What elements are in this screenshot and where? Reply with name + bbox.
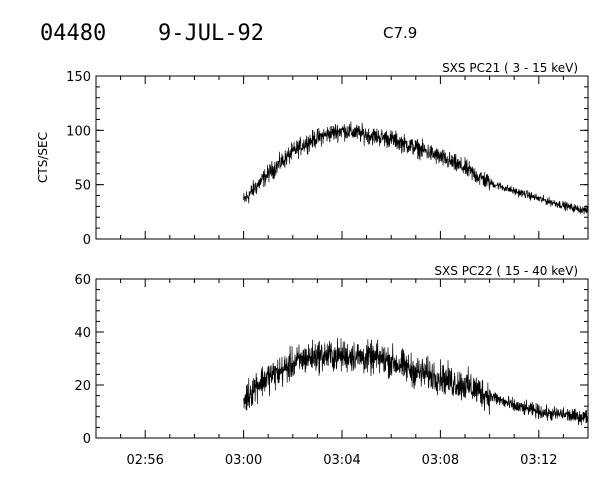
- y-tick-label: 50: [74, 179, 91, 194]
- flare-class: C7.9: [383, 24, 417, 42]
- y-axis-label: CTS/SEC: [36, 132, 50, 183]
- event-date: 9-JUL-92: [158, 21, 264, 46]
- y-tick-label: 0: [83, 432, 91, 447]
- x-tick-label: 02:56: [126, 453, 163, 468]
- y-tick-label: 40: [74, 326, 91, 341]
- chart-panel-pc22: SXS PC22 ( 15 - 40 keV) 0 20 40 60 02:56 03:00…: [74, 264, 589, 468]
- y-tick-label: 150: [66, 70, 91, 85]
- y-tick-label: 60: [74, 273, 91, 288]
- panel-title: SXS PC21 ( 3 - 15 keV): [442, 61, 578, 75]
- x-tick-label: 03:08: [422, 453, 459, 468]
- series-line: [243, 338, 589, 426]
- x-tick-label: 03:00: [225, 453, 262, 468]
- y-tick-label: 100: [66, 124, 91, 139]
- x-tick-label: 03:12: [520, 453, 557, 468]
- panel-title: SXS PC22 ( 15 - 40 keV): [434, 264, 578, 278]
- x-tick-label: 03:04: [323, 453, 360, 468]
- plot-frame: [95, 75, 589, 240]
- y-tick-label: 20: [74, 379, 91, 394]
- series-line: [243, 121, 589, 215]
- event-id: 04480: [40, 21, 106, 46]
- chart-panel-pc21: SXS PC21 ( 3 - 15 keV) CTS/SEC 0 50 100 150: [36, 61, 589, 248]
- y-tick-label: 0: [83, 233, 91, 248]
